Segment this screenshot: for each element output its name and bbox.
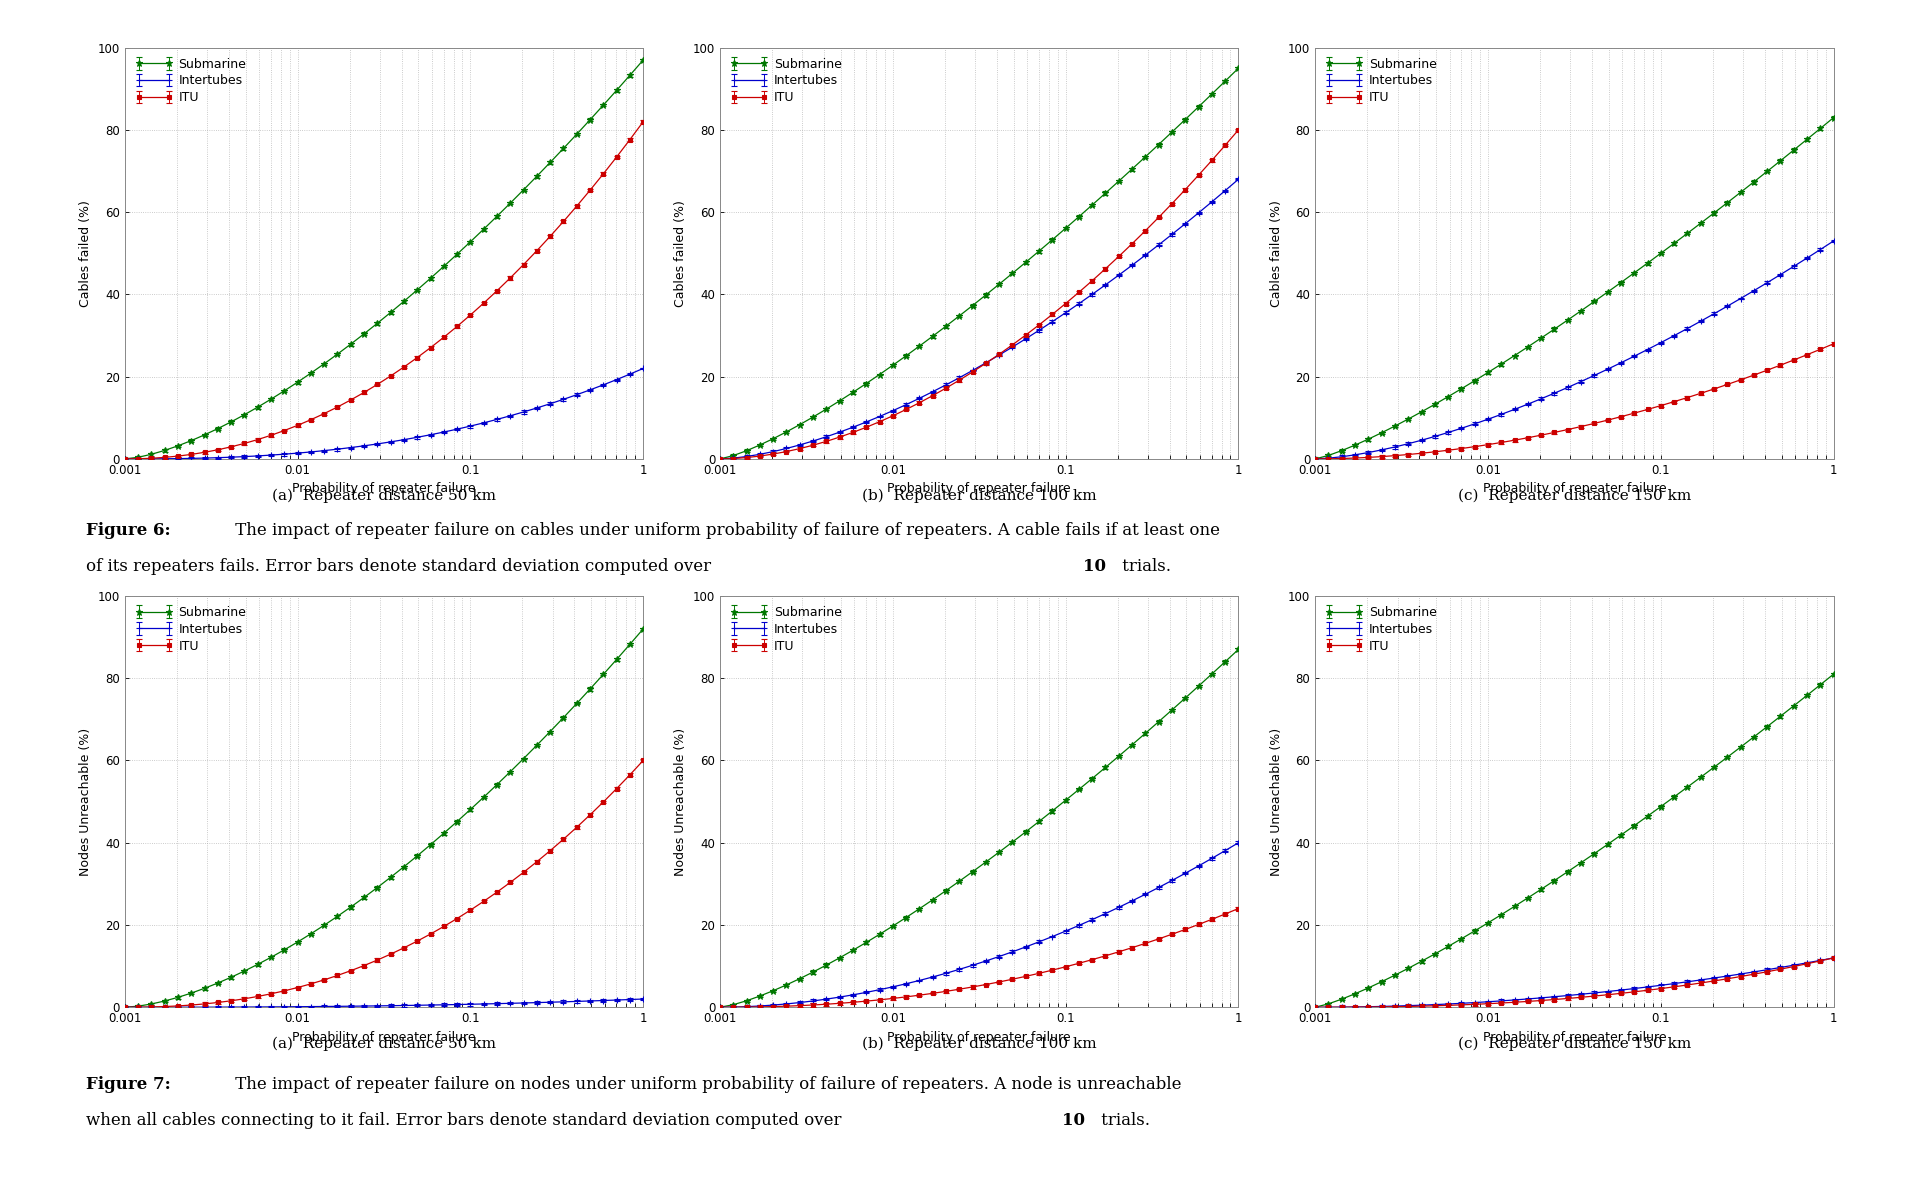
Text: The impact of repeater failure on cables under uniform probability of failure of: The impact of repeater failure on cables… <box>230 522 1221 539</box>
Legend: Submarine, Intertubes, ITU: Submarine, Intertubes, ITU <box>726 54 845 108</box>
X-axis label: Probability of repeater failure: Probability of repeater failure <box>292 1031 476 1044</box>
Text: (c)  Repeater distance 150 km: (c) Repeater distance 150 km <box>1457 489 1692 503</box>
Y-axis label: Cables failed (%): Cables failed (%) <box>674 200 687 306</box>
Legend: Submarine, Intertubes, ITU: Submarine, Intertubes, ITU <box>1321 54 1440 108</box>
Text: 10: 10 <box>1062 1112 1085 1129</box>
Y-axis label: Cables failed (%): Cables failed (%) <box>1269 200 1283 306</box>
Text: (b)  Repeater distance 100 km: (b) Repeater distance 100 km <box>862 1037 1096 1051</box>
Text: (a)  Repeater distance 50 km: (a) Repeater distance 50 km <box>273 1037 495 1051</box>
Text: (a)  Repeater distance 50 km: (a) Repeater distance 50 km <box>273 489 495 503</box>
Text: (b)  Repeater distance 100 km: (b) Repeater distance 100 km <box>862 489 1096 503</box>
Y-axis label: Cables failed (%): Cables failed (%) <box>79 200 92 306</box>
Text: Figure 7:: Figure 7: <box>86 1076 171 1093</box>
X-axis label: Probability of repeater failure: Probability of repeater failure <box>1482 483 1667 496</box>
Text: Figure 6:: Figure 6: <box>86 522 171 539</box>
Text: (c)  Repeater distance 150 km: (c) Repeater distance 150 km <box>1457 1037 1692 1051</box>
Text: trials.: trials. <box>1096 1112 1150 1129</box>
X-axis label: Probability of repeater failure: Probability of repeater failure <box>887 1031 1071 1044</box>
Text: 10: 10 <box>1083 558 1106 575</box>
Y-axis label: Nodes Unreachable (%): Nodes Unreachable (%) <box>1269 727 1283 876</box>
X-axis label: Probability of repeater failure: Probability of repeater failure <box>1482 1031 1667 1044</box>
Text: The impact of repeater failure on nodes under uniform probability of failure of : The impact of repeater failure on nodes … <box>230 1076 1183 1093</box>
Text: of its repeaters fails. Error bars denote standard deviation computed over: of its repeaters fails. Error bars denot… <box>86 558 716 575</box>
Y-axis label: Nodes Unreachable (%): Nodes Unreachable (%) <box>79 727 92 876</box>
Y-axis label: Nodes Unreachable (%): Nodes Unreachable (%) <box>674 727 687 876</box>
Text: trials.: trials. <box>1117 558 1171 575</box>
Legend: Submarine, Intertubes, ITU: Submarine, Intertubes, ITU <box>1321 602 1440 657</box>
Legend: Submarine, Intertubes, ITU: Submarine, Intertubes, ITU <box>131 602 250 657</box>
X-axis label: Probability of repeater failure: Probability of repeater failure <box>887 483 1071 496</box>
Legend: Submarine, Intertubes, ITU: Submarine, Intertubes, ITU <box>726 602 845 657</box>
Text: when all cables connecting to it fail. Error bars denote standard deviation comp: when all cables connecting to it fail. E… <box>86 1112 847 1129</box>
Legend: Submarine, Intertubes, ITU: Submarine, Intertubes, ITU <box>131 54 250 108</box>
X-axis label: Probability of repeater failure: Probability of repeater failure <box>292 483 476 496</box>
